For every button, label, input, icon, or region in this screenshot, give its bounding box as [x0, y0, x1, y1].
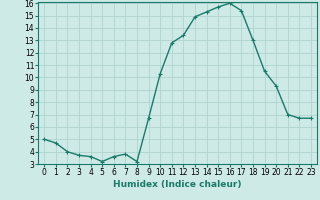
- X-axis label: Humidex (Indice chaleur): Humidex (Indice chaleur): [113, 180, 242, 189]
